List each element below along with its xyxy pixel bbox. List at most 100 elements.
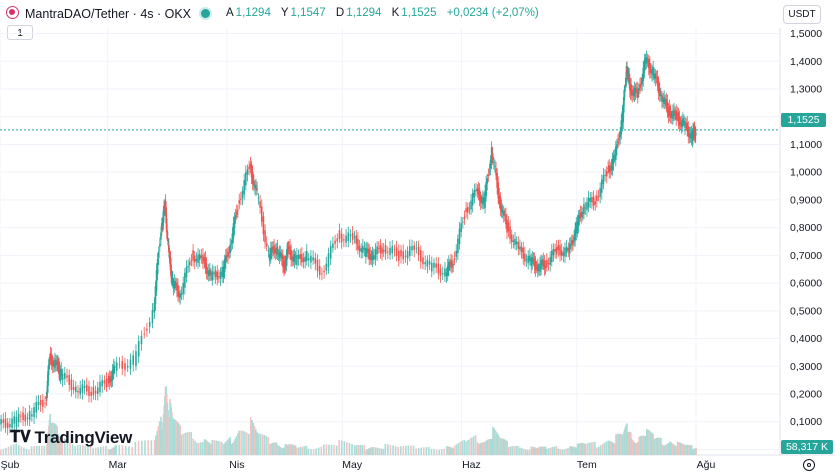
candle-body xyxy=(254,184,256,189)
candle-body xyxy=(591,197,593,203)
candle-body xyxy=(515,241,518,244)
volume-bar xyxy=(634,443,637,455)
volume-bar xyxy=(654,438,657,455)
volume-bar xyxy=(219,441,221,455)
candle-body xyxy=(441,273,444,275)
candle-body xyxy=(11,418,13,428)
candle-body xyxy=(101,380,103,387)
candle-body xyxy=(574,228,576,241)
volume-bar xyxy=(215,440,217,455)
volume-bar xyxy=(684,445,687,455)
volume-bar xyxy=(563,449,565,455)
volume-bar xyxy=(49,423,52,455)
candle-body xyxy=(535,267,538,269)
candle-body xyxy=(282,255,284,267)
candle-body xyxy=(155,270,158,292)
volume-bar xyxy=(315,448,317,455)
volume-bar xyxy=(452,448,455,455)
volume-bar xyxy=(662,445,665,455)
volume-bar xyxy=(112,447,115,455)
time-tick-label: Ağu xyxy=(697,459,716,471)
price-tick-label: 1,4000 xyxy=(790,56,822,68)
time-tick-label: Şub xyxy=(1,459,20,471)
volume-bar xyxy=(296,447,298,455)
candle-body xyxy=(180,293,183,296)
candle-body xyxy=(377,247,380,249)
candle-body xyxy=(153,303,156,313)
candle-body xyxy=(228,252,230,254)
volume-bar xyxy=(474,435,477,455)
candle-body xyxy=(241,190,244,199)
volume-bar xyxy=(612,442,615,455)
candle-body xyxy=(56,360,58,365)
candle-body xyxy=(170,273,173,279)
candle-body xyxy=(363,247,366,251)
volume-bar xyxy=(448,446,451,455)
volume-bar xyxy=(224,442,226,455)
candle-body xyxy=(214,270,217,277)
candle-body xyxy=(559,245,561,256)
candle-body xyxy=(129,359,132,369)
candle-body xyxy=(205,263,208,274)
volume-bar xyxy=(488,439,490,455)
candle-body xyxy=(250,165,253,178)
candle-body xyxy=(658,88,661,97)
volume-bar xyxy=(107,449,110,455)
volume-bar xyxy=(435,449,438,455)
volume-bar xyxy=(64,438,66,455)
candle-body xyxy=(690,131,693,139)
volume-bar xyxy=(619,433,621,455)
volume-bar xyxy=(180,434,183,455)
volume-bar xyxy=(559,449,562,455)
candle-body xyxy=(179,293,181,298)
currency-select-button[interactable]: USDT xyxy=(783,5,821,24)
candle-body xyxy=(512,240,515,243)
candle-body xyxy=(488,170,491,172)
volume-bar xyxy=(607,440,610,455)
time-axis[interactable]: Şub Mar Nis May Haz Tem Ağu xyxy=(1,459,716,471)
market-open-indicator-icon[interactable] xyxy=(201,9,210,18)
volume-bar xyxy=(521,448,523,455)
candle-body xyxy=(684,121,686,129)
candle-body xyxy=(336,238,339,242)
candle-body xyxy=(103,380,106,384)
candle-body xyxy=(270,248,272,259)
candle-body xyxy=(148,322,151,327)
candle-body xyxy=(124,363,126,370)
candle-body xyxy=(173,280,176,289)
volume-bar xyxy=(263,434,266,455)
volume-bar xyxy=(199,442,202,455)
tradingview-logo[interactable]: 𝐓𝐕 TradingView xyxy=(10,428,132,448)
candle-body xyxy=(192,250,194,261)
candle-body xyxy=(207,270,210,276)
candle-body xyxy=(167,242,170,244)
volume-bar xyxy=(579,443,581,455)
candle-body xyxy=(382,249,385,252)
candle-body xyxy=(446,265,449,276)
candle-body xyxy=(271,246,273,253)
volume-bar xyxy=(5,447,7,455)
volume-bar xyxy=(687,444,689,455)
volume-bar xyxy=(561,449,564,455)
symbol-title[interactable]: MantraDAO/Tether · 4s · OKX xyxy=(25,7,192,21)
volume-bar xyxy=(312,449,315,455)
candle-body xyxy=(222,267,225,278)
candle-body xyxy=(534,261,537,271)
volume-bar xyxy=(97,447,100,455)
change-value: +0,0234 (+2,07%) xyxy=(446,7,539,19)
volume-bar xyxy=(371,446,374,455)
candle-body xyxy=(174,283,177,285)
volume-bar xyxy=(275,442,278,455)
price-axis[interactable]: 1,50001,40001,30001,20001,10001,00000,90… xyxy=(790,28,826,456)
gear-icon[interactable] xyxy=(803,459,815,471)
candle-body xyxy=(426,259,429,267)
candle-body xyxy=(105,379,108,388)
volume-bar xyxy=(105,445,107,455)
candle-body xyxy=(321,273,323,275)
candle-body xyxy=(498,194,501,204)
candle-body xyxy=(287,246,289,252)
volume-bar xyxy=(225,441,228,455)
volume-bar xyxy=(681,443,684,455)
volume-bar xyxy=(210,444,212,455)
